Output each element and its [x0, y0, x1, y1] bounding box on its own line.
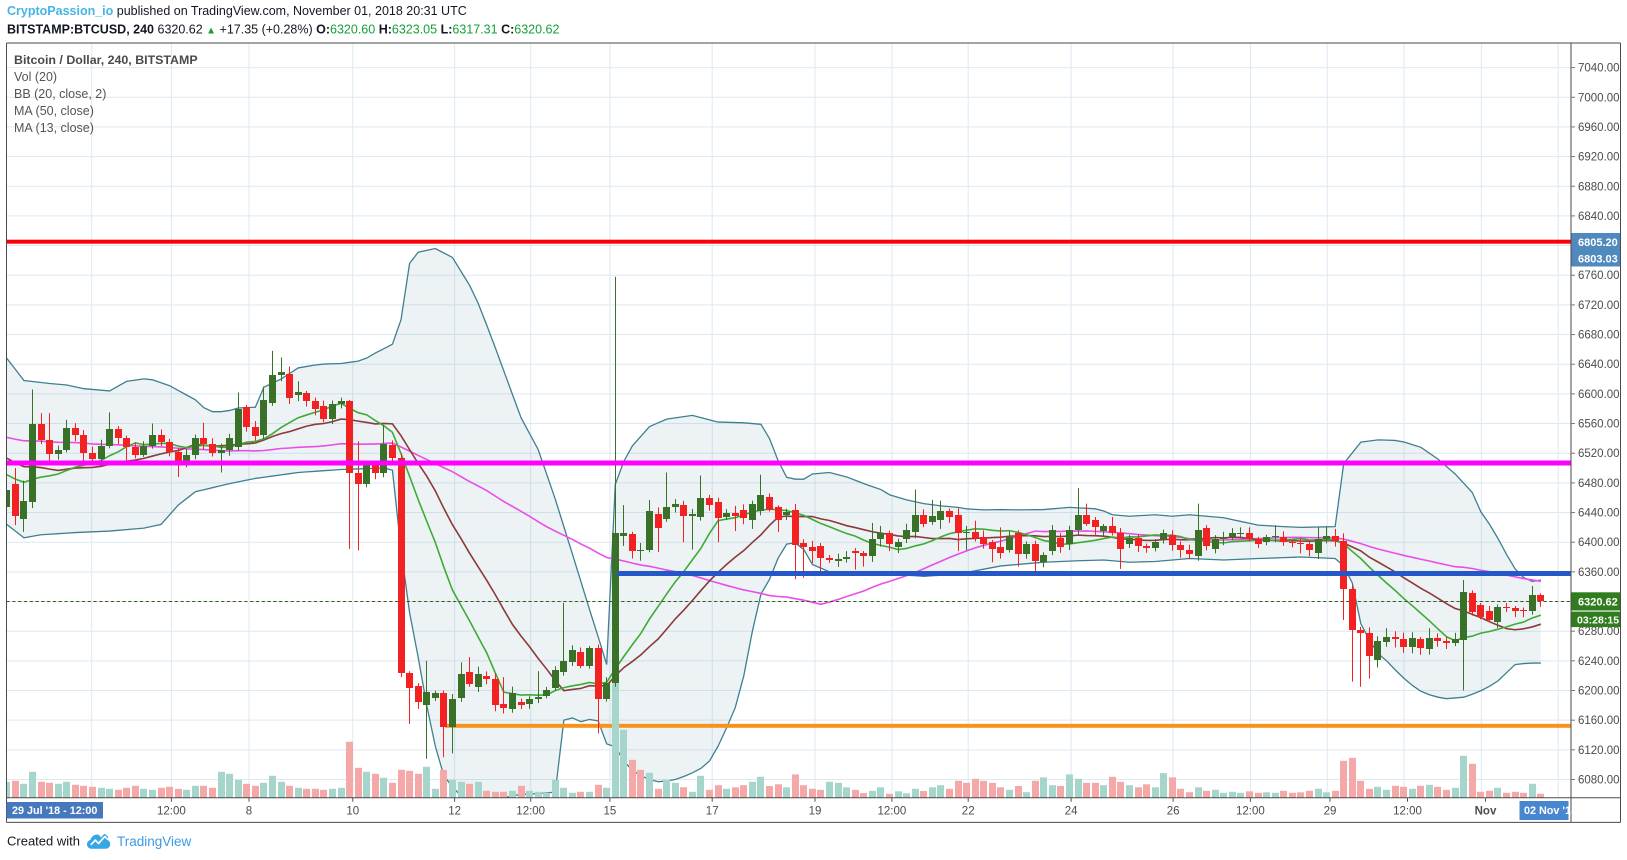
svg-text:BITSTAMP:BTCUSD, 240 6320.62 ▲: BITSTAMP:BTCUSD, 240 6320.62 ▲ +17.35 (+… — [7, 23, 559, 37]
svg-text:17: 17 — [706, 806, 719, 818]
svg-text:29: 29 — [1324, 806, 1337, 818]
svg-text:6280.00: 6280.00 — [1578, 626, 1620, 638]
svg-text:BB (20, close, 2): BB (20, close, 2) — [14, 87, 106, 101]
svg-text:6520.00: 6520.00 — [1578, 448, 1620, 460]
svg-text:12:00: 12:00 — [878, 806, 907, 818]
svg-text:12:00: 12:00 — [1236, 806, 1265, 818]
svg-text:12: 12 — [448, 806, 461, 818]
svg-text:MA (13, close): MA (13, close) — [14, 121, 94, 135]
svg-text:24: 24 — [1065, 806, 1078, 818]
svg-text:03:28:15: 03:28:15 — [1577, 615, 1619, 627]
svg-text:6600.00: 6600.00 — [1578, 389, 1620, 401]
svg-text:MA (50, close): MA (50, close) — [14, 104, 94, 118]
svg-text:6160.00: 6160.00 — [1578, 715, 1620, 727]
svg-text:6080.00: 6080.00 — [1578, 775, 1620, 787]
svg-text:6640.00: 6640.00 — [1578, 359, 1620, 371]
svg-text:6760.00: 6760.00 — [1578, 270, 1620, 282]
svg-text:TradingView: TradingView — [117, 834, 192, 849]
svg-text:22: 22 — [962, 806, 975, 818]
svg-text:CryptoPassion_io published on: CryptoPassion_io published on TradingVie… — [7, 4, 467, 18]
svg-text:Vol (20): Vol (20) — [14, 70, 57, 84]
svg-text:15: 15 — [604, 806, 617, 818]
svg-text:6920.00: 6920.00 — [1578, 152, 1620, 164]
svg-text:6360.00: 6360.00 — [1578, 567, 1620, 579]
svg-text:10: 10 — [346, 806, 359, 818]
svg-text:6680.00: 6680.00 — [1578, 330, 1620, 342]
svg-text:7000.00: 7000.00 — [1578, 92, 1620, 104]
svg-text:6120.00: 6120.00 — [1578, 745, 1620, 757]
svg-text:6960.00: 6960.00 — [1578, 122, 1620, 134]
svg-text:12:00: 12:00 — [157, 806, 186, 818]
svg-text:6320.62: 6320.62 — [1578, 597, 1618, 609]
svg-text:6440.00: 6440.00 — [1578, 508, 1620, 520]
svg-text:6480.00: 6480.00 — [1578, 478, 1620, 490]
svg-text:6880.00: 6880.00 — [1578, 181, 1620, 193]
svg-text:7040.00: 7040.00 — [1578, 63, 1620, 75]
svg-text:6400.00: 6400.00 — [1578, 537, 1620, 549]
svg-text:6240.00: 6240.00 — [1578, 656, 1620, 668]
svg-text:26: 26 — [1167, 806, 1180, 818]
svg-text:6560.00: 6560.00 — [1578, 419, 1620, 431]
svg-text:6200.00: 6200.00 — [1578, 686, 1620, 698]
svg-text:Nov: Nov — [1475, 806, 1497, 818]
svg-text:6805.20: 6805.20 — [1578, 237, 1618, 249]
svg-text:12:00: 12:00 — [516, 806, 545, 818]
svg-text:Bitcoin / Dollar, 240, BITSTAM: Bitcoin / Dollar, 240, BITSTAMP — [14, 53, 198, 67]
svg-text:29 Jul '18 - 12:00: 29 Jul '18 - 12:00 — [12, 805, 97, 817]
svg-text:19: 19 — [809, 806, 822, 818]
svg-text:6803.03: 6803.03 — [1578, 254, 1618, 266]
svg-text:02 Nov '18: 02 Nov '18 — [1524, 805, 1577, 817]
svg-text:6840.00: 6840.00 — [1578, 211, 1620, 223]
svg-text:12:00: 12:00 — [1393, 806, 1422, 818]
svg-text:8: 8 — [246, 806, 252, 818]
svg-text:6720.00: 6720.00 — [1578, 300, 1620, 312]
svg-text:Created with: Created with — [7, 834, 80, 849]
